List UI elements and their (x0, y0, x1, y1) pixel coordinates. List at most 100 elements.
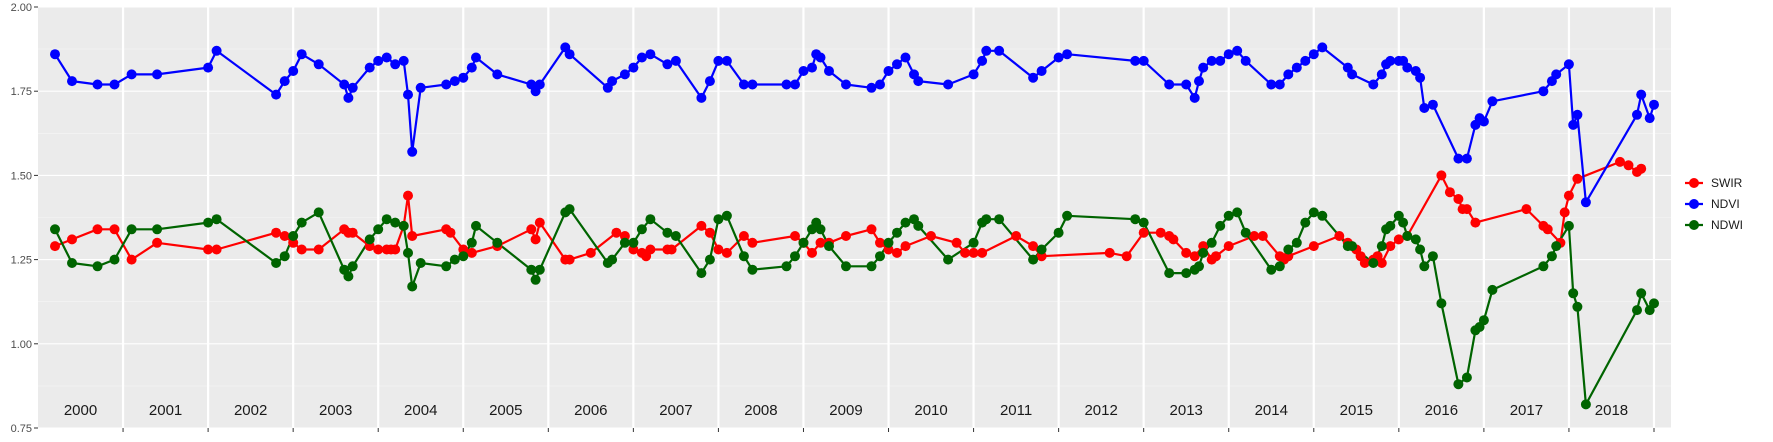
year-label: 2001 (149, 402, 182, 419)
data-point-ndvi (152, 69, 163, 80)
data-point-swir (1211, 251, 1221, 262)
data-point-ndvi (203, 62, 214, 73)
data-point-ndvi (343, 92, 354, 103)
data-point-ndwi (1274, 261, 1285, 272)
data-point-ndvi (1291, 62, 1302, 73)
data-point-swir (611, 227, 622, 238)
data-point-ndvi (347, 82, 358, 93)
data-point-ndvi (628, 62, 639, 73)
data-point-ndwi (1317, 210, 1328, 221)
data-point-ndwi (1206, 237, 1217, 248)
data-point-ndvi (534, 79, 545, 90)
year-label: 2003 (319, 402, 352, 419)
data-point-swir (1615, 156, 1625, 167)
data-point-swir (373, 244, 384, 255)
data-point-ndvi (1453, 153, 1464, 164)
data-point-swir (296, 244, 307, 255)
data-point-ndwi (981, 214, 992, 225)
data-point-ndvi (403, 89, 413, 100)
data-point-swir (1376, 258, 1387, 268)
data-point-ndwi (152, 224, 163, 235)
data-point-ndvi (807, 62, 817, 73)
data-point-swir (109, 224, 120, 235)
data-point-swir (696, 220, 707, 231)
data-point-ndvi (313, 59, 324, 70)
data-point-ndwi (662, 227, 673, 238)
year-label: 2010 (914, 402, 947, 419)
data-point-ndwi (279, 251, 290, 262)
data-point-ndwi (1300, 217, 1311, 228)
data-point-ndwi (1138, 217, 1149, 228)
data-point-ndwi (50, 224, 60, 235)
data-point-ndwi (628, 237, 639, 248)
data-point-ndwi (343, 271, 354, 282)
data-point-ndwi (1419, 261, 1430, 272)
data-point-swir (530, 234, 541, 245)
year-label: 2017 (1510, 402, 1543, 419)
data-point-ndvi (1062, 49, 1073, 60)
data-point-swir (875, 237, 885, 248)
data-point-ndwi (441, 261, 452, 272)
data-point-swir (390, 244, 401, 255)
data-point-swir (1028, 241, 1039, 252)
year-label: 2012 (1084, 402, 1117, 419)
data-point-ndvi (1461, 153, 1472, 164)
data-point-swir (815, 237, 826, 248)
data-point-ndwi (913, 220, 924, 231)
data-point-ndwi (645, 214, 656, 225)
data-point-swir (1121, 251, 1132, 262)
data-point-ndwi (607, 254, 618, 265)
data-point-ndwi (364, 234, 375, 245)
data-point-ndwi (713, 214, 724, 225)
data-point-ndvi (1402, 62, 1413, 73)
data-point-ndvi (1308, 49, 1319, 60)
data-point-swir (645, 244, 656, 255)
data-point-ndvi (645, 49, 656, 60)
data-point-swir (866, 224, 877, 235)
data-point-ndvi (981, 45, 992, 56)
data-point-ndvi (1189, 92, 1200, 103)
data-point-ndwi (704, 254, 715, 265)
data-point-swir (152, 237, 163, 248)
data-point-ndvi (662, 59, 673, 70)
data-point-swir (1138, 227, 1149, 238)
data-point-swir (1444, 187, 1455, 198)
data-point-ndvi (279, 76, 290, 87)
year-label: 2016 (1425, 402, 1458, 419)
data-point-swir (666, 244, 677, 255)
data-point-ndwi (883, 237, 894, 248)
data-point-ndwi (390, 217, 401, 228)
data-point-ndwi (1461, 372, 1472, 383)
x-axis: 2000 2001 2002 2003 2004 2005 2006 2007 2008 2009… (64, 402, 1655, 432)
data-point-ndvi (67, 76, 77, 87)
data-point-swir (704, 227, 715, 238)
data-point-ndvi (1419, 103, 1430, 113)
data-point-ndwi (1194, 261, 1204, 272)
data-point-ndwi (564, 204, 575, 215)
data-point-ndwi (109, 254, 120, 265)
data-point-ndvi (1274, 79, 1285, 90)
data-point-ndwi (403, 247, 413, 258)
data-point-swir (1104, 247, 1115, 258)
data-point-swir (526, 224, 537, 235)
data-point-ndvi (1551, 69, 1562, 80)
data-point-ndwi (1568, 288, 1579, 299)
data-point-swir (721, 247, 732, 258)
data-point-swir (466, 247, 477, 258)
data-point-ndwi (203, 217, 214, 228)
data-point-ndvi (892, 59, 902, 70)
data-point-ndwi (1266, 264, 1277, 275)
data-point-ndvi (1215, 55, 1226, 66)
data-point-ndwi (313, 207, 324, 218)
data-point-ndwi (1487, 284, 1498, 295)
year-label: 2018 (1595, 402, 1628, 419)
data-point-ndvi (1347, 69, 1358, 80)
data-point-swir (1359, 258, 1370, 268)
legend: SWIR NDVI NDWI (1685, 176, 1743, 232)
data-point-swir (738, 231, 749, 241)
legend-key-point (1689, 220, 1699, 230)
data-point-swir (585, 247, 596, 258)
data-point-ndwi (492, 237, 503, 248)
data-point-ndwi (1308, 207, 1319, 218)
